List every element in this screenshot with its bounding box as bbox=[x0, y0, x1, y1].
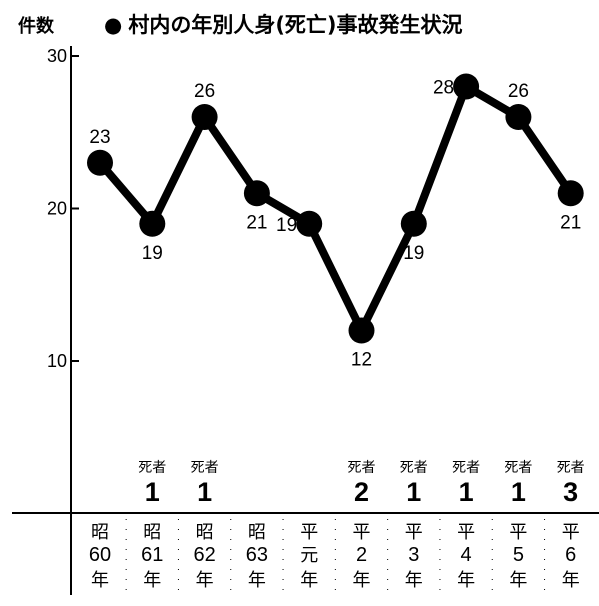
y-tick-label: 10 bbox=[47, 351, 67, 371]
category-year: 5 bbox=[513, 544, 524, 566]
axes bbox=[12, 46, 599, 595]
data-label: 19 bbox=[142, 243, 163, 264]
y-axis-label: 件数 bbox=[18, 15, 55, 37]
line-segment bbox=[96, 158, 157, 228]
line-segment bbox=[148, 113, 209, 228]
data-label: 28 bbox=[433, 78, 454, 99]
death-label: 死者 bbox=[348, 460, 376, 476]
category-year: 62 bbox=[193, 544, 215, 566]
title-bullet: ● bbox=[104, 13, 122, 37]
line-segment bbox=[200, 113, 261, 198]
data-label: 26 bbox=[194, 81, 215, 102]
death-label: 死者 bbox=[138, 460, 166, 476]
data-label: 19 bbox=[276, 215, 297, 236]
death-count: 1 bbox=[145, 477, 160, 507]
category-year: 61 bbox=[141, 544, 163, 566]
category-year: 6 bbox=[565, 544, 576, 566]
data-point bbox=[296, 210, 323, 237]
data-point bbox=[348, 317, 375, 344]
data-label: 12 bbox=[351, 350, 372, 371]
category-year: 60 bbox=[89, 544, 111, 566]
category-unit: 年 bbox=[562, 570, 580, 591]
category-unit: 年 bbox=[353, 570, 371, 591]
y-tick-label: 20 bbox=[47, 199, 67, 219]
category-year: 4 bbox=[461, 544, 472, 566]
death-label: 死者 bbox=[452, 460, 480, 476]
death-count: 2 bbox=[354, 477, 369, 507]
data-point bbox=[505, 104, 532, 130]
death-count: 1 bbox=[406, 477, 421, 507]
death-count: 3 bbox=[563, 477, 578, 507]
category-era: 平 bbox=[405, 522, 423, 543]
data-labels: 23 19 26 21 19 12 19 28 26 21 bbox=[89, 78, 581, 371]
category-year: 63 bbox=[246, 544, 268, 566]
data-label: 19 bbox=[403, 243, 424, 264]
series-line bbox=[96, 82, 575, 335]
line-segment bbox=[409, 82, 471, 228]
category-era: 平 bbox=[457, 522, 475, 543]
category-era: 平 bbox=[509, 522, 527, 543]
title-text: 村内の年別人身(死亡)事故発生状況 bbox=[128, 13, 462, 37]
data-point bbox=[191, 104, 218, 130]
death-label: 死者 bbox=[191, 460, 219, 476]
category-era: 平 bbox=[562, 522, 580, 543]
category-unit: 年 bbox=[91, 570, 109, 591]
data-point bbox=[400, 210, 427, 237]
chart-title: ● 村内の年別人身(死亡)事故発生状況 bbox=[104, 13, 463, 37]
category-unit: 年 bbox=[300, 570, 318, 591]
death-count: 1 bbox=[459, 477, 474, 507]
category-unit: 年 bbox=[248, 570, 266, 591]
category-unit: 年 bbox=[196, 570, 214, 591]
data-point bbox=[557, 180, 584, 207]
category-year: 元 bbox=[300, 545, 318, 566]
data-point bbox=[243, 180, 270, 207]
data-label: 23 bbox=[89, 127, 110, 148]
data-label: 21 bbox=[560, 212, 581, 233]
category-year: 3 bbox=[408, 544, 419, 566]
data-point bbox=[453, 73, 480, 100]
data-point bbox=[87, 149, 113, 176]
category-era: 昭 bbox=[248, 522, 266, 543]
category-unit: 年 bbox=[143, 570, 161, 591]
category-era: 昭 bbox=[196, 522, 214, 543]
y-ticks: 10 20 30 bbox=[47, 46, 79, 371]
category-era: 昭 bbox=[143, 522, 161, 543]
data-point bbox=[139, 210, 166, 237]
category-year: 2 bbox=[356, 544, 367, 566]
category-unit: 年 bbox=[509, 570, 527, 591]
y-tick-label: 30 bbox=[47, 46, 67, 66]
category-era: 平 bbox=[353, 522, 371, 543]
data-points bbox=[87, 73, 584, 344]
category-era: 昭 bbox=[91, 522, 109, 543]
line-segment bbox=[514, 113, 575, 198]
death-count: 1 bbox=[511, 477, 526, 507]
death-label: 死者 bbox=[557, 460, 585, 476]
category-unit: 年 bbox=[405, 570, 423, 591]
death-label: 死者 bbox=[504, 460, 532, 476]
death-count: 1 bbox=[197, 477, 212, 507]
category-era: 平 bbox=[300, 522, 318, 543]
death-label: 死者 bbox=[400, 460, 428, 476]
line-segment bbox=[305, 219, 366, 335]
line-segment bbox=[357, 219, 418, 335]
data-label: 21 bbox=[246, 212, 267, 233]
data-label: 26 bbox=[508, 81, 529, 102]
category-unit: 年 bbox=[457, 570, 475, 591]
